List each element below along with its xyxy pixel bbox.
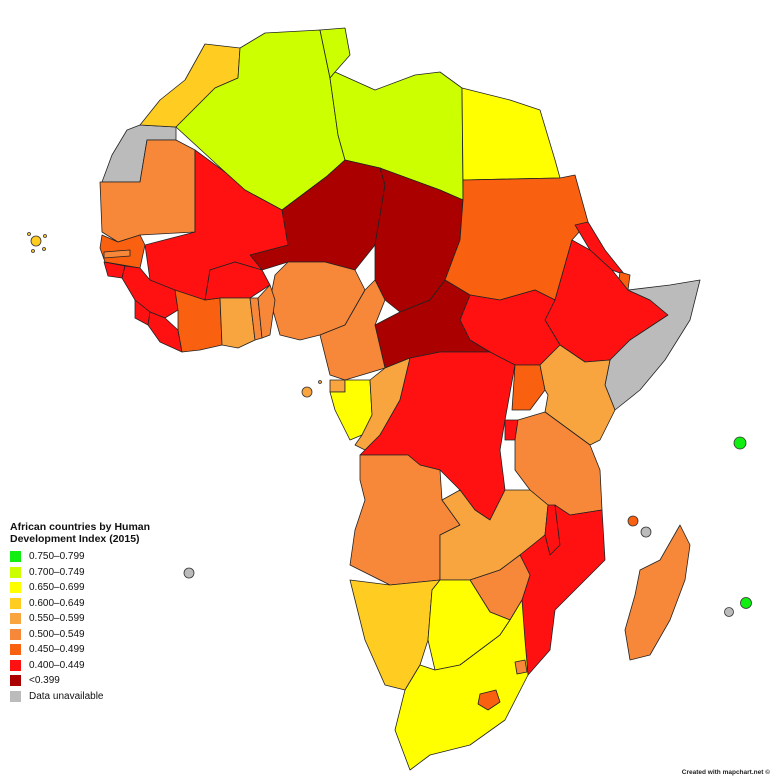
legend-label: 0.500–0.549 xyxy=(29,628,85,640)
legend-swatch xyxy=(10,566,21,578)
country-benin[interactable] xyxy=(257,284,276,339)
island-cape-verde-small-3 xyxy=(31,249,35,253)
legend-item: Data unavailable xyxy=(10,689,185,705)
country-equatorial-guinea[interactable] xyxy=(329,379,346,393)
legend-swatch xyxy=(10,597,21,609)
island-reunion[interactable] xyxy=(724,607,734,617)
legend-swatch xyxy=(10,551,21,563)
legend-swatch xyxy=(10,690,21,702)
country-madagascar[interactable] xyxy=(624,524,691,661)
legend-item: 0.700–0.749 xyxy=(10,565,185,581)
island-sao-tome-small xyxy=(318,380,322,384)
country-cameroon[interactable] xyxy=(319,279,386,381)
country-ghana[interactable] xyxy=(219,297,256,349)
legend-item: 0.400–0.449 xyxy=(10,658,185,674)
country-cape-verde[interactable] xyxy=(30,235,42,247)
legend-item: <0.399 xyxy=(10,673,185,689)
legend-swatch xyxy=(10,659,21,671)
legend-label: Data unavailable xyxy=(29,690,104,702)
country-mauritius[interactable] xyxy=(740,597,752,609)
legend-label: 0.400–0.449 xyxy=(29,659,85,671)
legend-swatch xyxy=(10,644,21,656)
legend-label: 0.450–0.499 xyxy=(29,644,85,656)
island-cape-verde-small-2 xyxy=(43,234,47,238)
legend-items: 0.750–0.799 0.700–0.749 0.650–0.699 0.600–0… xyxy=(10,549,185,704)
legend-item: 0.550–0.599 xyxy=(10,611,185,627)
country-kenya[interactable] xyxy=(539,344,616,446)
legend-label: 0.700–0.749 xyxy=(29,566,85,578)
country-cote-divoire[interactable] xyxy=(174,289,223,353)
country-swaziland[interactable] xyxy=(514,659,528,675)
credit-text: Created with mapchart.net © xyxy=(681,769,770,776)
country-gambia[interactable] xyxy=(103,249,131,259)
country-uganda[interactable] xyxy=(511,364,546,411)
island-mayotte[interactable] xyxy=(640,526,652,538)
country-guinea[interactable] xyxy=(121,265,179,319)
country-lesotho[interactable] xyxy=(477,689,501,711)
legend-label: 0.600–0.649 xyxy=(29,597,85,609)
legend-swatch xyxy=(10,675,21,687)
legend-item: 0.450–0.499 xyxy=(10,642,185,658)
country-liberia[interactable] xyxy=(147,311,183,353)
legend-swatch xyxy=(10,613,21,625)
legend-label: <0.399 xyxy=(29,675,60,687)
legend-label: 0.750–0.799 xyxy=(29,551,85,563)
legend-item: 0.500–0.549 xyxy=(10,627,185,643)
legend-swatch xyxy=(10,582,21,594)
island-cape-verde-small-1 xyxy=(27,232,31,236)
country-comoros[interactable] xyxy=(627,515,639,527)
country-south-africa[interactable] xyxy=(394,599,529,771)
legend-item: 0.750–0.799 xyxy=(10,549,185,565)
legend-label: 0.650–0.699 xyxy=(29,582,85,594)
island-st-helena[interactable] xyxy=(183,567,195,579)
country-seychelles[interactable] xyxy=(733,436,747,450)
legend-item: 0.650–0.699 xyxy=(10,580,185,596)
legend-swatch xyxy=(10,628,21,640)
legend-title: African countries by Human Development I… xyxy=(10,521,151,545)
country-namibia[interactable] xyxy=(349,579,441,691)
country-egypt[interactable] xyxy=(461,87,561,181)
country-tunisia[interactable] xyxy=(319,27,351,79)
legend-item: 0.600–0.649 xyxy=(10,596,185,612)
country-sao-tome[interactable] xyxy=(301,386,313,398)
island-cape-verde-small-4 xyxy=(42,247,46,251)
legend-label: 0.550–0.599 xyxy=(29,613,85,625)
legend: African countries by Human Development I… xyxy=(10,521,185,704)
